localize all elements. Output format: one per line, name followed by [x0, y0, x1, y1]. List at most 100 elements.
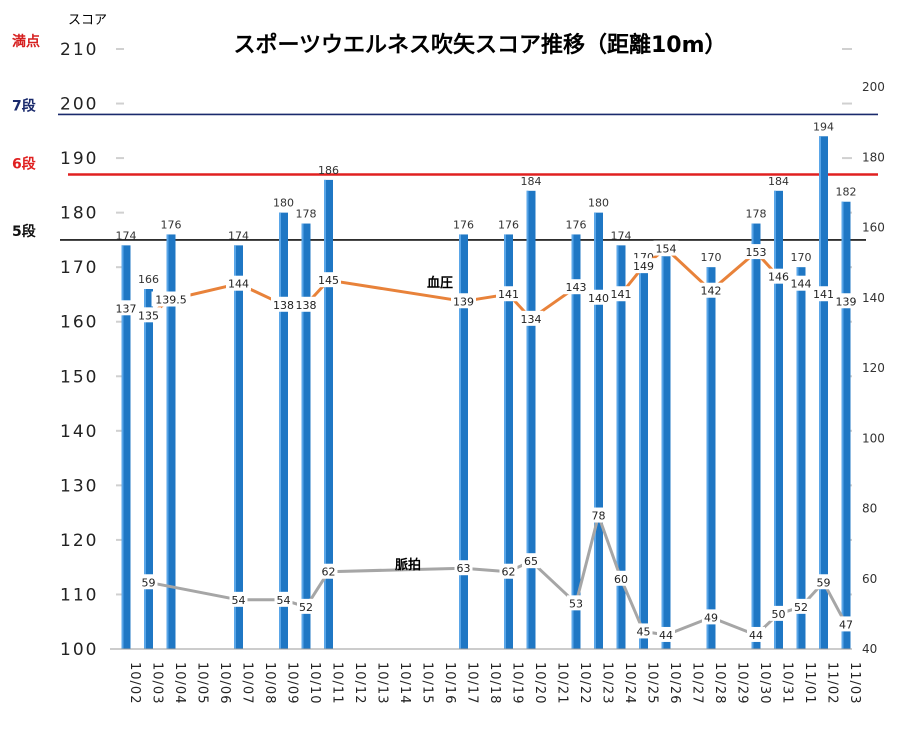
x-tick-label: 11/01	[802, 662, 817, 704]
score-bar-label: 176	[161, 218, 182, 231]
point-label: 50	[772, 608, 786, 621]
x-tick-label: 10/24	[622, 662, 637, 704]
x-tick-label: 10/20	[532, 662, 547, 704]
left-y-tick-label: 130	[60, 476, 98, 496]
score-bar-label: 170	[791, 251, 812, 264]
point-label: 65	[524, 555, 538, 568]
point-label-bg	[698, 282, 724, 298]
left-y-tick-label: 120	[60, 531, 98, 551]
point-label-bg	[316, 272, 341, 288]
point-label: 146	[768, 271, 789, 284]
right-y-tick-label: 160	[862, 221, 885, 235]
score-bar-highlight	[796, 267, 799, 649]
right-y-tick-label: 60	[862, 572, 877, 586]
score-bar	[706, 267, 716, 649]
score-bar-highlight	[661, 256, 664, 649]
score-bar	[841, 201, 851, 649]
x-tick-label: 10/16	[442, 662, 457, 704]
score-bar-highlight	[279, 212, 281, 650]
point-label: 144	[228, 278, 249, 291]
score-bar-highlight	[144, 289, 146, 649]
point-label-bg	[634, 623, 653, 639]
x-tick-label: 10/06	[217, 662, 232, 704]
x-tick-label: 10/23	[600, 662, 615, 704]
point-label: 63	[457, 562, 471, 575]
score-bar-highlight	[324, 179, 326, 649]
score-bar-highlight	[616, 245, 619, 649]
point-label-bg	[833, 293, 859, 309]
x-tick-label: 10/02	[127, 662, 142, 704]
point-label-bg	[612, 570, 630, 586]
point-label-bg	[608, 286, 634, 302]
point-label: 142	[701, 285, 722, 298]
point-label-bg	[792, 598, 810, 614]
point-label: 44	[659, 629, 673, 642]
score-bar	[324, 179, 333, 649]
reference-line-label: 7段	[12, 97, 36, 114]
point-label-bg	[226, 275, 251, 291]
point-label: 141	[498, 288, 519, 301]
left-y-tick-label: 110	[60, 585, 98, 605]
score-bar-label: 176	[498, 218, 519, 231]
point-label-bg	[563, 279, 589, 295]
point-label: 143	[566, 281, 587, 294]
point-label-bg	[837, 616, 855, 632]
point-label-bg	[631, 258, 656, 274]
score-bar-highlight	[594, 212, 596, 650]
score-bar	[796, 267, 806, 649]
score-bar-highlight	[166, 234, 169, 650]
score-bar	[301, 223, 311, 649]
point-label: 59	[817, 576, 831, 589]
series-name-label: 血圧	[427, 275, 453, 291]
point-label-bg	[586, 289, 611, 305]
point-label: 145	[318, 274, 339, 287]
x-axis: 10/02 10/03 10/04 10/05 10/06 10/07 10/08 10/09…	[127, 662, 862, 704]
left-y-tick-label: 190	[60, 149, 98, 169]
score-bar-highlight	[841, 201, 844, 649]
point-label-bg	[702, 609, 720, 625]
point-label: 54	[232, 594, 246, 607]
point-label-bg	[139, 574, 158, 590]
x-tick-label: 10/18	[487, 662, 502, 704]
score-bar	[639, 267, 648, 649]
point-label-bg	[496, 286, 521, 302]
point-label-bg	[274, 591, 293, 607]
x-tick-label: 10/15	[420, 662, 435, 704]
score-bar	[526, 190, 536, 649]
x-tick-label: 10/17	[465, 662, 480, 704]
point-label: 60	[614, 573, 628, 586]
reference-line-label: 5段	[12, 223, 36, 240]
series-name-label: 脈拍	[395, 557, 421, 573]
point-label: 139	[453, 295, 474, 308]
score-bar-label: 174	[228, 229, 249, 242]
score-bar-label: 180	[273, 197, 294, 210]
x-tick-label: 10/29	[735, 662, 750, 704]
score-bar	[661, 256, 671, 649]
score-bar-label: 178	[746, 208, 767, 221]
y-axis-label: スコア	[68, 13, 107, 28]
point-label: 149	[633, 260, 654, 273]
point-label: 141	[611, 288, 632, 301]
point-label-bg	[136, 307, 161, 323]
x-tick-label: 10/21	[555, 662, 570, 704]
x-tick-label: 11/03	[847, 662, 862, 704]
point-label-bg	[151, 291, 191, 307]
point-label: 137	[116, 302, 137, 315]
point-label: 154	[656, 243, 677, 256]
point-label-bg	[567, 595, 585, 611]
point-label: 139.5	[155, 294, 187, 307]
left-y-tick-label: 140	[60, 422, 98, 442]
right-y-tick-label: 40	[862, 642, 877, 656]
score-bar-highlight	[504, 234, 506, 650]
score-bar	[819, 136, 828, 650]
score-bar-highlight	[751, 223, 754, 649]
score-bar-highlight	[774, 190, 776, 649]
left-y-axis: 100 110 120 130 140 150 160 170 180 190 200 210	[60, 40, 852, 660]
score-bar	[279, 212, 288, 650]
score-bar-label: 170	[701, 251, 722, 264]
left-y-tick-label: 160	[60, 313, 98, 333]
score-bar-label: 194	[813, 120, 834, 133]
score-bar-label: 166	[138, 273, 159, 286]
